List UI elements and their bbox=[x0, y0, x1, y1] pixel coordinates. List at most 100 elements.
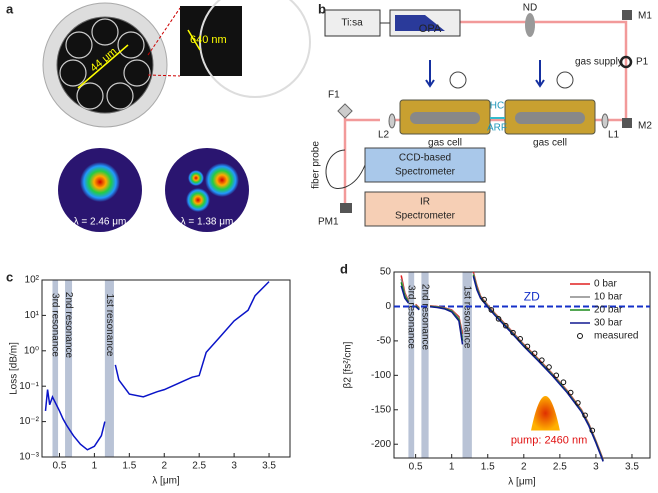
x-tick-label: 1 bbox=[449, 462, 455, 473]
resonance-label: 2nd resonance bbox=[63, 292, 74, 359]
y-tick-label: -100 bbox=[371, 370, 391, 381]
x-tick-label: 2.5 bbox=[192, 461, 206, 472]
hc: HC bbox=[490, 101, 504, 112]
l2: L2 bbox=[378, 130, 390, 141]
ccd: Spectrometer bbox=[395, 167, 456, 178]
data-point bbox=[589, 427, 596, 434]
plot-frame bbox=[393, 271, 651, 459]
m1: M1 bbox=[638, 11, 652, 22]
resonance-label: 1st resonance bbox=[462, 286, 473, 349]
x-tick-label: 1 bbox=[92, 461, 98, 472]
y-tick-label: 10⁰ bbox=[24, 345, 39, 356]
mode-label: λ = 2.46 μm bbox=[74, 217, 127, 228]
data-point bbox=[495, 316, 502, 322]
panel-letter: a bbox=[6, 1, 14, 16]
y-tick-label: 10¹ bbox=[25, 310, 40, 321]
data-point bbox=[517, 336, 523, 342]
resonance-band bbox=[65, 280, 73, 457]
y-tick-label: -50 bbox=[377, 336, 392, 347]
data-point bbox=[575, 400, 581, 406]
pulse-icon bbox=[531, 396, 560, 431]
setup bbox=[324, 9, 633, 227]
f1: F1 bbox=[328, 90, 340, 101]
x-tick-label: 3.5 bbox=[625, 462, 639, 473]
m2: M2 bbox=[638, 121, 652, 132]
y-tick-label: -150 bbox=[371, 404, 391, 415]
x-axis-label: λ [μm] bbox=[508, 477, 536, 488]
resonance-band bbox=[52, 280, 59, 457]
y-tick-label: -200 bbox=[371, 439, 391, 450]
mode-label: λ = 1.38 μm bbox=[181, 217, 234, 228]
y-tick-label: 10² bbox=[25, 275, 40, 286]
y-tick-label: 10⁻¹ bbox=[19, 381, 39, 392]
panel-letter: c bbox=[6, 269, 13, 284]
data-point bbox=[553, 372, 560, 379]
x-tick-label: 3 bbox=[231, 461, 237, 472]
ccd: CCD-based bbox=[399, 153, 451, 164]
x-tick-label: 2 bbox=[161, 461, 167, 472]
data-point bbox=[524, 343, 531, 350]
resonance-band bbox=[104, 280, 114, 457]
data-point bbox=[567, 389, 574, 396]
resonance-label: 1st resonance bbox=[104, 294, 115, 357]
resonance-label: 2nd resonance bbox=[419, 284, 430, 351]
data-point bbox=[560, 379, 567, 386]
fiber-cross-section bbox=[42, 0, 311, 232]
x-tick-label: 2.5 bbox=[553, 462, 567, 473]
p1: P1 bbox=[636, 57, 649, 68]
data-point bbox=[539, 357, 545, 363]
data-line bbox=[400, 271, 604, 460]
l1: L1 bbox=[608, 130, 620, 141]
resonance-band bbox=[462, 272, 472, 458]
resonance-band bbox=[408, 272, 415, 458]
legend-label: 20 bar bbox=[594, 305, 623, 316]
ir: IR bbox=[420, 197, 430, 208]
x-tick-label: 3.5 bbox=[262, 461, 276, 472]
ir: Spectrometer bbox=[395, 211, 456, 222]
nd: ND bbox=[523, 3, 537, 14]
x-tick-label: 0.5 bbox=[409, 462, 423, 473]
data-point bbox=[531, 350, 538, 357]
y-tick-label: 10⁻² bbox=[19, 416, 39, 427]
legend-label: 30 bar bbox=[594, 318, 623, 329]
x-tick-label: 3 bbox=[593, 462, 599, 473]
data-line bbox=[400, 275, 604, 462]
x-tick-label: 1.5 bbox=[122, 461, 136, 472]
y-axis-label: Loss [dB/m] bbox=[9, 342, 20, 395]
opa: OPA bbox=[419, 23, 442, 35]
y-tick-label: 50 bbox=[380, 267, 392, 278]
data-point bbox=[510, 329, 516, 336]
data-line bbox=[400, 273, 604, 461]
x-axis-label: λ [μm] bbox=[152, 476, 180, 487]
data-point bbox=[582, 412, 588, 419]
data-line bbox=[44, 281, 270, 451]
data-point bbox=[502, 322, 509, 329]
fiber-probe: fiber probe bbox=[311, 141, 322, 189]
resonance-label: 3rd resonance bbox=[50, 293, 61, 357]
annotation: pump: 2460 nm bbox=[511, 435, 587, 447]
y-tick-label: 10⁻³ bbox=[19, 452, 39, 463]
resonance-band bbox=[421, 272, 429, 458]
pm1: PM1 bbox=[318, 217, 339, 228]
data-point bbox=[488, 307, 495, 313]
panel-letter: d bbox=[340, 261, 348, 276]
data-point bbox=[481, 296, 487, 303]
legend-label: 10 bar bbox=[594, 292, 623, 303]
plot-frame bbox=[41, 279, 291, 458]
x-tick-label: 0.5 bbox=[53, 461, 67, 472]
arf: ARF bbox=[487, 123, 507, 134]
data-line bbox=[400, 274, 604, 462]
legend-label: 0 bar bbox=[594, 279, 617, 290]
gas-cell: gas cell bbox=[533, 138, 567, 149]
reference-label: ZD bbox=[524, 290, 540, 304]
legend-label: measured bbox=[594, 331, 638, 342]
gas-supply: gas supply bbox=[575, 57, 623, 68]
x-tick-label: 2 bbox=[521, 462, 527, 473]
y-tick-label: 0 bbox=[385, 301, 391, 312]
resonance-label: 3rd resonance bbox=[406, 285, 417, 349]
wall-thickness: 640 nm bbox=[190, 34, 227, 46]
x-tick-label: 1.5 bbox=[481, 462, 495, 473]
laser: Ti:sa bbox=[341, 18, 363, 29]
